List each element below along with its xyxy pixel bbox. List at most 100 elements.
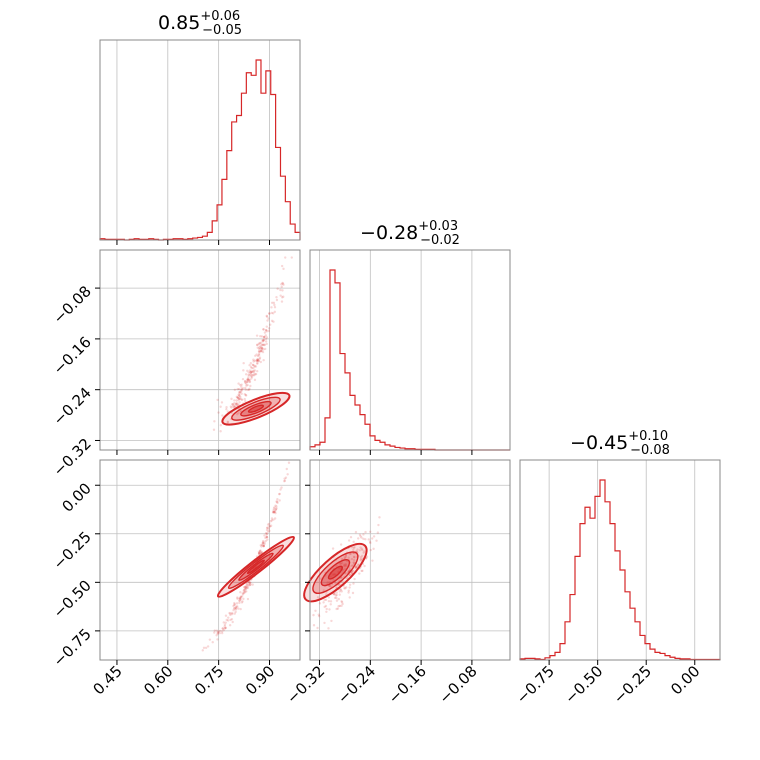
sample-point: [356, 564, 360, 567]
sample-point: [252, 369, 255, 373]
sample-point: [354, 530, 358, 534]
sample-point: [238, 397, 241, 401]
density-contour: [312, 551, 359, 594]
sample-point: [278, 499, 281, 502]
sample-point: [281, 282, 285, 285]
sample-point: [233, 402, 236, 405]
sample-point: [255, 359, 258, 362]
sample-point: [344, 563, 348, 566]
y-tick-label: −0.25: [50, 528, 95, 573]
sample-point: [266, 530, 270, 533]
sample-point: [234, 610, 237, 614]
sample-point: [357, 537, 360, 540]
sample-point: [335, 593, 338, 597]
sample-point: [349, 552, 352, 555]
sample-point: [219, 405, 222, 408]
sample-point: [235, 403, 238, 406]
sample-point: [247, 388, 251, 392]
sample-point: [364, 538, 367, 541]
sample-point: [358, 549, 362, 552]
sample-point: [283, 477, 286, 480]
sample-point: [228, 624, 232, 627]
sample-point: [327, 627, 330, 630]
sample-point: [340, 600, 344, 604]
sample-point: [259, 345, 262, 348]
sample-point: [316, 626, 319, 630]
sample-point: [230, 397, 233, 401]
sample-point: [270, 306, 273, 309]
sample-point: [217, 630, 220, 633]
sample-point: [335, 599, 339, 602]
sample-point: [244, 587, 247, 591]
sample-point: [239, 607, 242, 611]
sample-point: [281, 289, 284, 292]
sample-point: [248, 581, 251, 584]
sample-point: [238, 390, 241, 394]
sample-point: [226, 420, 229, 424]
sample-point: [283, 479, 287, 482]
sample-point: [257, 551, 261, 555]
sample-point: [231, 612, 234, 616]
sample-point: [232, 607, 236, 610]
sample-point: [314, 609, 317, 612]
sample-point: [344, 555, 348, 559]
sample-point: [353, 577, 356, 581]
sample-point: [238, 394, 241, 397]
sample-point: [347, 570, 350, 573]
sample-point: [240, 398, 243, 401]
sample-point: [340, 600, 343, 603]
sample-point: [257, 550, 261, 553]
sample-point: [243, 587, 247, 591]
sample-point: [350, 557, 354, 561]
sample-point: [360, 554, 364, 558]
sample-point: [238, 601, 241, 605]
sample-point: [329, 575, 332, 578]
sample-point: [206, 645, 210, 648]
sample-point: [344, 563, 347, 566]
sample-point: [213, 629, 217, 632]
panel-frame: [99, 249, 301, 451]
sample-point: [352, 555, 356, 559]
sample-point: [328, 584, 331, 588]
sample-point: [226, 619, 230, 622]
sample-point: [363, 564, 366, 568]
sample-point: [249, 384, 252, 388]
sample-point: [360, 569, 363, 573]
sample-point: [356, 548, 359, 551]
sample-point: [253, 365, 256, 368]
sample-point: [339, 588, 343, 592]
sample-point: [236, 387, 239, 391]
sample-point: [259, 349, 263, 353]
sample-point: [317, 614, 321, 618]
sample-point: [243, 585, 246, 589]
x-tick-label: −0.08: [436, 662, 481, 707]
sample-point: [354, 566, 357, 570]
sample-point: [232, 405, 235, 408]
sample-point: [237, 387, 241, 391]
sample-point: [323, 605, 326, 609]
sample-point: [280, 486, 283, 489]
sample-point: [268, 312, 271, 315]
sample-point: [256, 359, 259, 363]
sample-point: [372, 535, 376, 538]
sample-point: [345, 586, 348, 589]
sample-point: [240, 383, 243, 386]
x-tick-label: 0.45: [89, 662, 125, 698]
sample-point: [228, 611, 231, 615]
sample-point: [218, 631, 222, 635]
sample-point: [290, 256, 293, 259]
sample-point: [353, 546, 356, 549]
sample-point: [325, 593, 328, 596]
sample-point: [261, 339, 264, 342]
sample-point: [337, 604, 340, 608]
sample-point: [249, 371, 253, 374]
sample-point: [362, 551, 365, 554]
sample-point: [232, 608, 235, 612]
sample-point: [268, 327, 271, 330]
sample-point: [243, 397, 246, 401]
sample-point: [235, 401, 238, 405]
sample-point: [242, 361, 245, 365]
sample-point: [233, 405, 237, 409]
sample-point: [358, 572, 361, 575]
